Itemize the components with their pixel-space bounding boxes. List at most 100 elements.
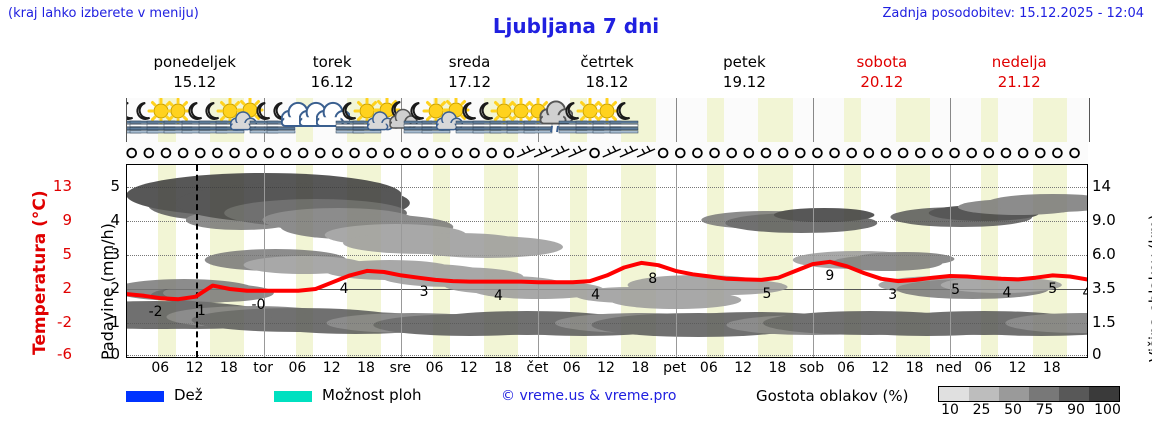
daylight-band [707, 165, 725, 357]
x-tick-label: 12 [871, 360, 890, 376]
sun-cloud-icon [229, 98, 270, 142]
day-separator [949, 98, 951, 142]
sun-fog-icon [161, 98, 201, 142]
daylight-band [432, 165, 450, 357]
temperature-point-label: 4 [591, 287, 601, 304]
location-menu-note[interactable]: (kraj lahko izberete v meniju) [8, 6, 199, 21]
moon-fog-icon [333, 98, 373, 142]
temperature-curve [127, 165, 1087, 357]
cloud-density-step-75 [1029, 387, 1059, 401]
precipitation-axis-title: Padavine (mm/h) [78, 170, 117, 360]
day-date: 18.12 [585, 73, 629, 91]
horizontal-gridline [127, 255, 1087, 256]
day-name: petek [723, 53, 766, 71]
day-header-ponedeljek: ponedeljek 15.12 [126, 52, 263, 96]
cloudheight-axis-title: Višina oblakov (km) [1126, 170, 1152, 362]
temperature-point-label: 3 [419, 283, 429, 300]
wind-barb-strip [126, 142, 1088, 164]
day-header-sreda: sreda 17.12 [401, 52, 538, 96]
daylight-band [1032, 98, 1067, 142]
daylight-band [981, 98, 999, 142]
cloudheight-tick-1: 9.0 [1092, 211, 1116, 229]
plot-inner: -2 1 -0 4 3 4 4 8 5 9 3 5 4 5 4 [127, 165, 1087, 357]
x-tick-label: 12 [322, 360, 341, 376]
x-tick-label: 12 [459, 360, 478, 376]
temperature-point-label: 4 [1083, 285, 1087, 301]
cloud-density-step-90 [1059, 387, 1089, 401]
day-gridline [538, 165, 540, 357]
x-tick-label: 06 [837, 360, 855, 376]
x-tick-label: 12 [185, 360, 204, 376]
day-name: ponedeljek [153, 53, 236, 71]
daylight-band [569, 165, 587, 357]
moon-fog-icon [127, 98, 167, 142]
page-title: Ljubljana 7 dni [492, 14, 660, 38]
temperature-tick-3: 2 [62, 279, 72, 297]
daylight-band [844, 98, 862, 142]
precipitation-tick-3: 2 [110, 279, 120, 297]
temperature-point-label: 8 [648, 271, 658, 288]
copyright-link[interactable]: © vreme.us & vreme.pro [501, 388, 677, 404]
x-tick-label: 06 [288, 360, 307, 376]
x-tick-label: tor [253, 360, 274, 376]
x-tick-label: 06 [425, 360, 444, 376]
day-name: nedelja [991, 53, 1047, 71]
x-tick-label: sre [389, 360, 411, 376]
sun-cloud-icon [367, 98, 407, 142]
x-tick-label: 12 [734, 360, 753, 376]
temperature-point-label: 5 [762, 285, 772, 302]
moon-fog-icon [401, 98, 441, 142]
temperature-point-label: 9 [825, 267, 835, 284]
day-date: 21.12 [997, 73, 1041, 91]
cloud-density-step-25 [969, 387, 999, 401]
day-header-četrtek: četrtek 18.12 [538, 52, 675, 96]
precipitation-tick-5: 0 [110, 345, 120, 363]
day-date: 17.12 [448, 73, 492, 91]
x-tick-label: pet [663, 360, 687, 376]
cloud-density-step-100 [1089, 387, 1119, 401]
day-date: 16.12 [310, 73, 354, 91]
cloud-density-step-10 [939, 387, 969, 401]
temperature-point-label: 4 [493, 287, 503, 304]
temperature-point-label: 3 [888, 287, 898, 304]
day-name: sreda [448, 53, 491, 71]
day-header-row: ponedeljek 15.12 torek 16.12 sreda 17.12 četrt… [126, 52, 1088, 96]
cloud-density-colorbar [938, 386, 1120, 402]
day-gridline [675, 165, 677, 357]
daylight-band [758, 98, 793, 142]
cloud-density-ticks: 10 25 50 75 90 100 [928, 402, 1128, 420]
temperature-tick-1: 9 [62, 211, 72, 229]
day-separator [812, 98, 814, 142]
precipitation-tick-4: 1 [110, 313, 120, 331]
day-date: 20.12 [860, 73, 904, 91]
day-name: sobota [856, 53, 908, 71]
showers-legend-label: Možnost ploh [322, 386, 422, 404]
meteogram-plot[interactable]: -2 1 -0 4 3 4 4 8 5 9 3 5 4 5 4 [126, 164, 1088, 358]
day-header-nedelja: nedelja 21.12 [951, 52, 1088, 96]
cloudheight-tick-2: 6.0 [1092, 245, 1116, 263]
x-tick-label: 06 [562, 360, 581, 376]
day-header-sobota: sobota 20.12 [813, 52, 950, 96]
cloudheight-tick-3: 3.5 [1092, 279, 1116, 297]
x-tick-label: 06 [699, 360, 718, 376]
day-date: 15.12 [173, 73, 217, 91]
day-gridline [949, 165, 951, 357]
precipitation-tick-2: 3 [110, 245, 120, 263]
cloud-density-tick: 50 [1004, 402, 1022, 418]
temperature-tick-5: -6 [57, 345, 72, 363]
x-tick-label: 18 [631, 360, 650, 376]
horizontal-gridline [127, 355, 1087, 356]
sun-fog-icon [350, 98, 390, 142]
temperature-point-label: 4 [1002, 284, 1012, 301]
temperature-tick-0: 13 [52, 177, 72, 195]
cloud-density-tick: 90 [1067, 402, 1085, 418]
chart-legend: Dež Možnost ploh © vreme.us & vreme.pro … [126, 386, 1146, 426]
x-tick-label: 18 [1042, 360, 1061, 376]
temperature-point-label: 1 [196, 302, 206, 319]
x-tick-label: 18 [768, 360, 787, 376]
horizontal-gridline [127, 221, 1087, 222]
day-name: četrtek [580, 53, 634, 71]
cloud-density-step-50 [999, 387, 1029, 401]
x-tick-label: 12 [1008, 360, 1027, 376]
horizontal-gridline [127, 187, 1087, 188]
